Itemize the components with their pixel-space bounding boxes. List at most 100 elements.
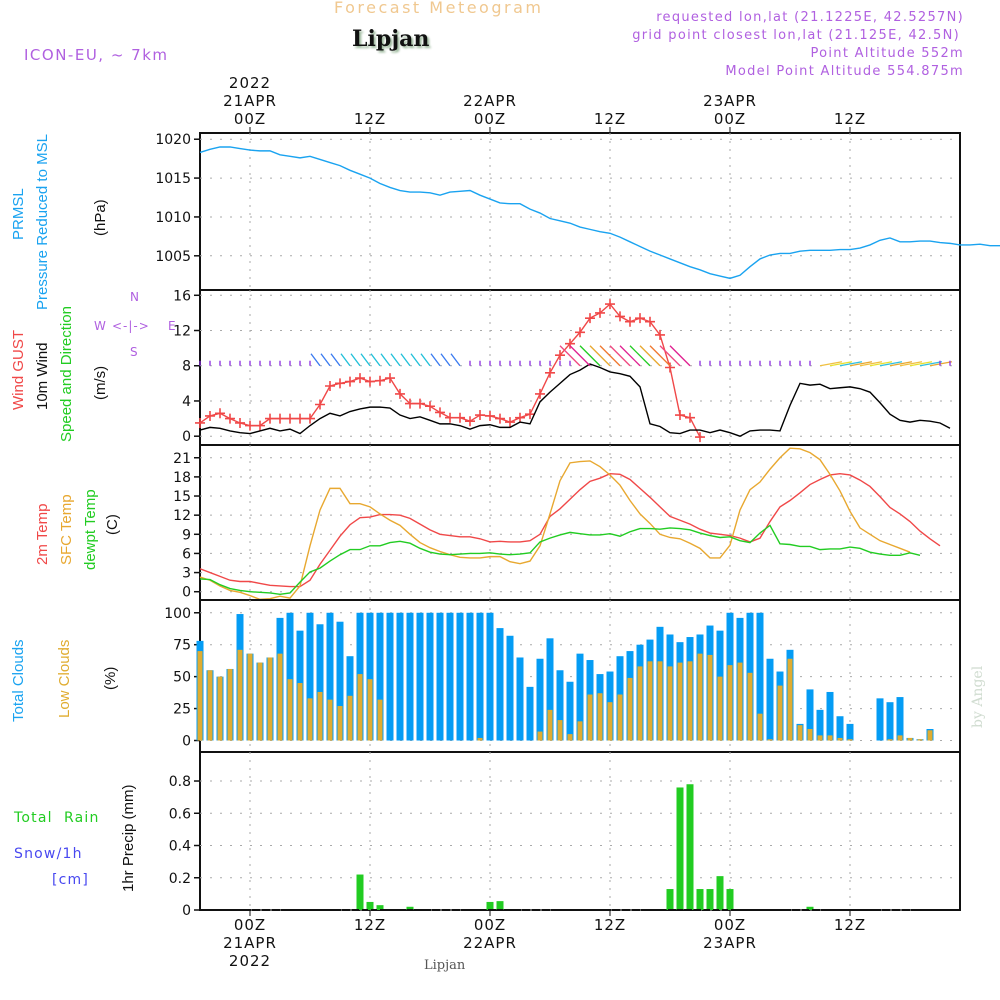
low-cloud-bar bbox=[327, 699, 333, 741]
gust-marker bbox=[195, 417, 205, 428]
snow-unit: [cm] bbox=[52, 872, 90, 888]
wind-direction-arrow bbox=[440, 353, 451, 367]
x-tick-label-bottom: 00Z bbox=[474, 916, 506, 934]
gust-marker bbox=[225, 413, 235, 424]
wind-direction-arrow bbox=[839, 361, 863, 367]
gust-marker bbox=[675, 410, 685, 421]
compass-n: N bbox=[130, 290, 139, 304]
wind-direction-arrow bbox=[430, 353, 441, 367]
gust-marker bbox=[615, 311, 625, 322]
precip-bar bbox=[666, 889, 674, 910]
precip-bar bbox=[486, 901, 494, 910]
total-cloud-bar bbox=[386, 612, 394, 741]
wind-direction-arrow bbox=[589, 345, 611, 367]
panel-frame bbox=[199, 289, 961, 446]
total-cloud-bar bbox=[766, 658, 774, 741]
wind-direction-arrow bbox=[889, 361, 913, 367]
low-cloud-bar bbox=[567, 734, 573, 741]
gust-marker bbox=[345, 376, 355, 387]
wind-direction-arrow bbox=[819, 361, 843, 367]
panel-frame bbox=[199, 444, 961, 601]
y-tick-label: 50 bbox=[173, 670, 191, 686]
low-cloud-bar bbox=[617, 694, 623, 741]
gust-marker bbox=[445, 412, 455, 423]
gust-marker bbox=[605, 299, 615, 310]
total-cloud-bar bbox=[756, 612, 764, 741]
total-cloud-bar bbox=[456, 612, 464, 741]
compass-icon: N W <-|-> E S bbox=[92, 288, 176, 359]
low-cloud-bar bbox=[797, 725, 803, 741]
wind-direction-arrow bbox=[350, 353, 361, 367]
gust-marker bbox=[355, 373, 365, 384]
total-cloud-bar bbox=[886, 702, 894, 741]
snow-label: Snow/1h bbox=[14, 846, 83, 862]
gust-marker bbox=[575, 327, 585, 338]
low-cloud-bar bbox=[577, 721, 583, 741]
x-tick-label-bottom: 12Z bbox=[834, 916, 866, 934]
low-cloud-bar bbox=[817, 735, 823, 741]
low-cloud-bar bbox=[547, 709, 553, 741]
wind-direction-arrow bbox=[859, 361, 883, 367]
precip-bar bbox=[806, 906, 814, 910]
wind-direction-arrow bbox=[609, 345, 631, 367]
gust-marker bbox=[415, 398, 425, 409]
panel-precip bbox=[194, 751, 961, 911]
total-cloud-bar bbox=[436, 612, 444, 741]
total-cloud-bar bbox=[506, 635, 514, 741]
low-cloud-bar bbox=[667, 666, 673, 741]
x-tick-label-top: 00Z bbox=[234, 110, 266, 128]
low-cloud-bar bbox=[367, 679, 373, 741]
wind-direction-arrow bbox=[370, 353, 381, 367]
wind-direction-arrow bbox=[569, 345, 591, 367]
total-cloud-bar bbox=[376, 612, 384, 741]
total-cloud-bar bbox=[426, 612, 434, 741]
low-cloud-bar bbox=[267, 657, 273, 741]
y-tick-label: 1015 bbox=[155, 171, 191, 187]
wind-direction-arrow bbox=[410, 353, 421, 367]
wind-direction-arrow bbox=[649, 345, 671, 367]
panel-frame bbox=[199, 132, 961, 291]
low-cloud-bar bbox=[237, 649, 243, 741]
y-tick-label: 75 bbox=[173, 638, 191, 654]
gust-marker bbox=[235, 417, 245, 428]
total-cloud-bar bbox=[306, 612, 314, 741]
y-tick-label: 0 bbox=[182, 429, 191, 445]
low-cloud-bar bbox=[357, 674, 363, 741]
gust-marker bbox=[335, 378, 345, 389]
gust-marker bbox=[555, 350, 565, 361]
y-tick-label: 0 bbox=[182, 903, 191, 919]
precip-bar bbox=[726, 889, 734, 910]
gust-marker bbox=[455, 412, 465, 423]
x-tick-label-top: 00Z bbox=[714, 110, 746, 128]
low-cloud-bar bbox=[897, 735, 903, 741]
total-cloud-bar bbox=[566, 681, 574, 741]
precip-bar bbox=[716, 876, 724, 910]
gust-marker bbox=[645, 316, 655, 327]
gust-marker bbox=[405, 398, 415, 409]
gust-marker bbox=[525, 409, 535, 420]
gust-marker bbox=[265, 413, 275, 424]
low-cloud-bar bbox=[207, 670, 213, 741]
x-tick-label-top: 12Z bbox=[594, 110, 626, 128]
x-tick-label-bottom: 2022 bbox=[229, 952, 271, 970]
y-tick-label: 0.4 bbox=[169, 839, 191, 855]
x-tick-label-top: 00Z bbox=[474, 110, 506, 128]
panel-temperature bbox=[194, 444, 961, 601]
compass-w: W bbox=[94, 319, 106, 333]
gust-marker bbox=[655, 329, 665, 340]
total-cloud-bar bbox=[466, 612, 474, 741]
gust-marker bbox=[635, 313, 645, 324]
total-cloud-bar bbox=[516, 657, 524, 741]
y-tick-label: 1020 bbox=[155, 132, 191, 148]
total-cloud-bar bbox=[546, 638, 554, 741]
wind-direction-arrow bbox=[899, 361, 923, 367]
low-cloud-bar bbox=[647, 661, 653, 741]
x-tick-label-top: 2022 bbox=[229, 74, 271, 92]
low-cloud-bar bbox=[627, 677, 633, 741]
total-cloud-bar bbox=[316, 624, 324, 741]
low-cloud-bar bbox=[557, 720, 563, 741]
y-tick-label: 0.8 bbox=[169, 774, 191, 790]
low-cloud-bar bbox=[297, 683, 303, 741]
gust-marker bbox=[325, 380, 335, 391]
